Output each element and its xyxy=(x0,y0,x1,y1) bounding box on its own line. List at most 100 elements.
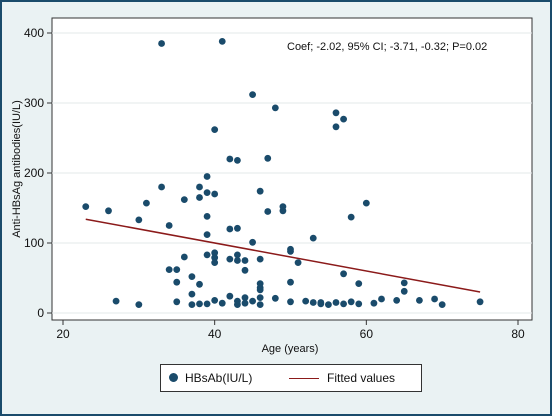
data-point xyxy=(256,294,264,301)
data-point xyxy=(317,299,325,306)
data-point xyxy=(347,298,355,306)
data-point xyxy=(165,222,173,229)
data-point xyxy=(188,273,196,280)
data-point xyxy=(188,301,196,308)
data-point xyxy=(196,280,203,288)
data-point xyxy=(256,301,264,308)
legend: HBsAb(IU/L) Fitted values xyxy=(160,364,422,392)
data-point xyxy=(340,300,347,308)
data-point xyxy=(234,301,241,308)
data-point xyxy=(309,234,317,242)
legend-marker-scatter xyxy=(169,373,178,382)
x-tick-label: 80 xyxy=(511,327,525,341)
data-point xyxy=(294,259,302,266)
data-point xyxy=(211,126,219,133)
data-point xyxy=(226,155,234,163)
data-point xyxy=(241,299,249,307)
legend-label-scatter: HBsAb(IU/L) xyxy=(185,371,253,385)
data-point xyxy=(211,259,219,266)
y-axis-label: Anti-HBsAg antibodies(IU/L) xyxy=(11,100,23,238)
data-point xyxy=(287,248,294,255)
data-point xyxy=(196,194,203,201)
data-point xyxy=(287,298,294,306)
data-point xyxy=(393,297,401,304)
data-point xyxy=(203,300,211,308)
data-point xyxy=(256,255,264,263)
data-point xyxy=(264,154,272,162)
data-point xyxy=(234,224,241,232)
data-point xyxy=(431,295,438,303)
data-point xyxy=(211,249,219,257)
data-point xyxy=(234,257,241,264)
data-point xyxy=(302,297,310,305)
data-point xyxy=(173,266,181,273)
data-point xyxy=(378,295,385,303)
data-point xyxy=(340,270,347,278)
y-tick-label: 200 xyxy=(24,166,44,180)
fitted-line xyxy=(85,218,481,293)
data-point xyxy=(203,173,211,180)
x-axis-label: Age (years) xyxy=(262,343,319,355)
data-point xyxy=(82,203,90,211)
data-point xyxy=(226,292,234,300)
data-point xyxy=(309,299,317,306)
legend-marker-line xyxy=(289,378,319,379)
data-point xyxy=(256,286,264,294)
data-point xyxy=(105,207,112,215)
data-point xyxy=(203,189,211,197)
data-point xyxy=(362,199,370,207)
data-point xyxy=(332,123,340,131)
data-point xyxy=(241,266,249,274)
data-point xyxy=(211,297,219,304)
plot-area xyxy=(51,17,533,321)
data-point xyxy=(226,255,234,263)
data-point xyxy=(203,213,211,220)
data-point xyxy=(476,298,484,306)
data-point xyxy=(347,213,355,221)
y-tick-label: 300 xyxy=(24,96,44,110)
annotation-text: Coef; -2.02, 95% CI; -3.71, -0.32; P=0.0… xyxy=(287,41,487,53)
data-point xyxy=(332,109,340,117)
data-point xyxy=(173,298,181,306)
data-point xyxy=(249,238,256,246)
x-tick-label: 60 xyxy=(360,327,374,341)
data-point xyxy=(234,157,241,164)
data-point xyxy=(416,297,423,304)
data-point xyxy=(196,183,203,191)
data-point xyxy=(143,199,150,207)
data-point xyxy=(332,299,340,306)
x-tick-label: 20 xyxy=(56,327,70,341)
data-point xyxy=(135,301,143,308)
data-point xyxy=(438,301,446,308)
data-point xyxy=(226,225,234,233)
axes: 0 100 200 300 400 20 40 60 80 xyxy=(24,26,525,341)
data-points xyxy=(82,38,484,308)
data-point xyxy=(158,183,165,191)
x-tick-label: 40 xyxy=(208,327,222,341)
data-point xyxy=(135,216,143,224)
data-point xyxy=(112,297,120,305)
fitted-line-group xyxy=(85,218,481,293)
data-point xyxy=(340,115,347,123)
data-point xyxy=(234,251,241,259)
data-point xyxy=(279,207,287,215)
y-tick-label: 100 xyxy=(24,236,44,250)
y-tick-label: 0 xyxy=(37,306,44,320)
data-point xyxy=(370,299,378,307)
data-point xyxy=(211,190,219,198)
data-point xyxy=(241,257,249,264)
data-point xyxy=(196,300,203,308)
data-point xyxy=(165,266,173,273)
data-point xyxy=(211,254,219,262)
data-point xyxy=(400,279,408,287)
data-point xyxy=(400,287,408,295)
data-point xyxy=(218,299,226,307)
data-point xyxy=(249,91,256,98)
y-tick-label: 400 xyxy=(24,26,44,40)
data-point xyxy=(271,294,279,302)
data-point xyxy=(264,208,272,215)
data-point xyxy=(271,104,279,112)
data-point xyxy=(180,253,188,261)
data-point xyxy=(173,278,181,286)
data-point xyxy=(287,278,294,286)
